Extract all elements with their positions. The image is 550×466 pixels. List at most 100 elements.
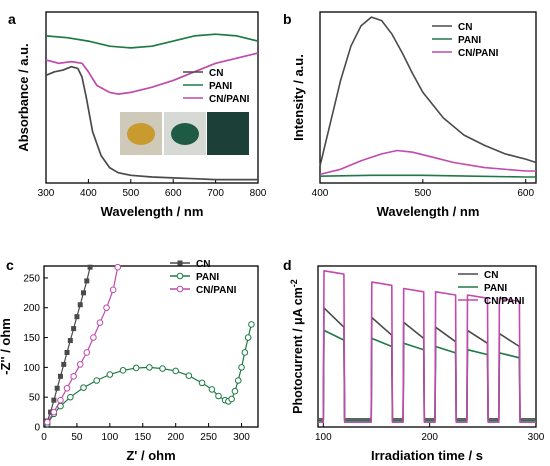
data-point [103,304,110,312]
data-point [215,392,222,400]
data-point [241,349,249,356]
legend-label: CN/PANI [196,285,237,296]
x-tick-label: 400 [80,188,97,199]
panel-c: c 0 50 100 150 200 250 300 Z' / ohm 0 50 100 150 200 2… [0,257,259,463]
x-tick-label: 200 [167,432,184,443]
data-point [51,397,57,403]
data-point [119,367,127,374]
x-axis-label: Wavelength / nm [377,204,480,219]
data-point [114,263,122,271]
legend-label: CN/PANI [484,296,525,307]
series-line-pani [46,324,252,425]
inset-powder-1 [127,123,155,145]
panel-letter: d [283,257,292,273]
data-point [87,264,93,270]
data-point [50,408,58,416]
data-point [43,418,51,426]
data-point [63,384,71,392]
data-point [231,387,239,395]
data-point [172,367,179,375]
data-point [238,364,245,371]
data-point [93,377,100,384]
y-tick-label: 150 [23,333,40,344]
data-point [76,361,84,368]
legend-label: PANI [484,283,507,294]
data-point [74,314,80,320]
legend-marker [176,285,184,293]
data-point [67,338,73,344]
x-tick-label: 400 [312,188,329,199]
y-axis-label: Intensity / a.u. [291,54,306,141]
x-tick-label: 150 [134,432,151,443]
data-point [198,379,206,387]
x-tick-label: 250 [200,432,217,443]
data-point [90,334,97,341]
series-line-cn-pani [318,269,536,424]
legend-marker [177,260,183,266]
panel-b: b 400 500 600 Wavelength / nm Intensity / a.u… [283,11,537,219]
x-tick-label: 300 [528,432,545,443]
series-line-cn-pani [45,52,259,95]
x-axis-label: Irradiation time / s [371,448,483,463]
x-tick-label: 0 [41,432,47,443]
series-line-pani [318,329,536,422]
data-point [80,384,87,391]
data-point [77,302,83,308]
x-tick-label: 100 [102,432,119,443]
data-point [248,321,255,328]
data-point [208,386,216,393]
inset-photo-3 [207,112,249,155]
data-point [132,364,140,372]
x-axis-label: Wavelength / nm [101,204,204,219]
y-tick-label: 100 [23,363,40,374]
x-axis-label: Z' / ohm [126,448,175,463]
x-tick-label: 600 [165,188,182,199]
panel-letter: a [8,11,16,27]
data-point [106,371,114,378]
series-line-pani [45,33,259,49]
plot-frame [43,265,259,428]
legend-label: CN/PANI [209,94,250,105]
data-point [61,361,67,367]
x-tick-label: 500 [415,188,432,199]
x-tick-label: 600 [517,188,534,199]
data-point [109,286,117,294]
y-tick-label: 250 [23,273,40,284]
x-tick-label: 200 [421,432,438,443]
legend-label: PANI [209,81,232,92]
legend-label: CN [484,270,498,281]
data-point [71,326,77,332]
y-tick-label: 0 [34,423,40,434]
data-point [54,385,60,391]
inset-powder-2 [171,123,199,145]
data-point [244,334,252,341]
data-point [67,393,74,401]
plot-frame [317,265,537,428]
legend-label: CN [458,22,472,33]
data-point [83,349,91,356]
legend-marker [176,272,184,280]
data-point [96,319,104,326]
series-line-cn [318,307,536,420]
data-point [70,373,77,380]
x-tick-label: 100 [315,432,332,443]
panel-letter: b [283,11,292,27]
data-point [81,290,87,296]
series-line-cn-pani [319,149,536,176]
data-point [228,395,235,403]
panel-d: d 100 200 300 Irradiation time / s Photocurre… [283,257,545,463]
panel-letter: c [6,257,14,273]
x-tick-label: 700 [207,188,224,199]
x-tick-label: 500 [122,188,139,199]
data-point [159,365,166,372]
data-point [234,377,242,384]
plot-frame [319,11,537,184]
data-point [64,349,70,355]
data-point [84,278,90,284]
panel-a: a 300 400 500 600 700 800 Wavelength / nm Absorb… [8,11,267,219]
x-tick-label: 300 [233,432,250,443]
data-point [185,372,193,380]
legend-label: CN [196,259,210,270]
legend-label: CN/PANI [458,48,499,59]
